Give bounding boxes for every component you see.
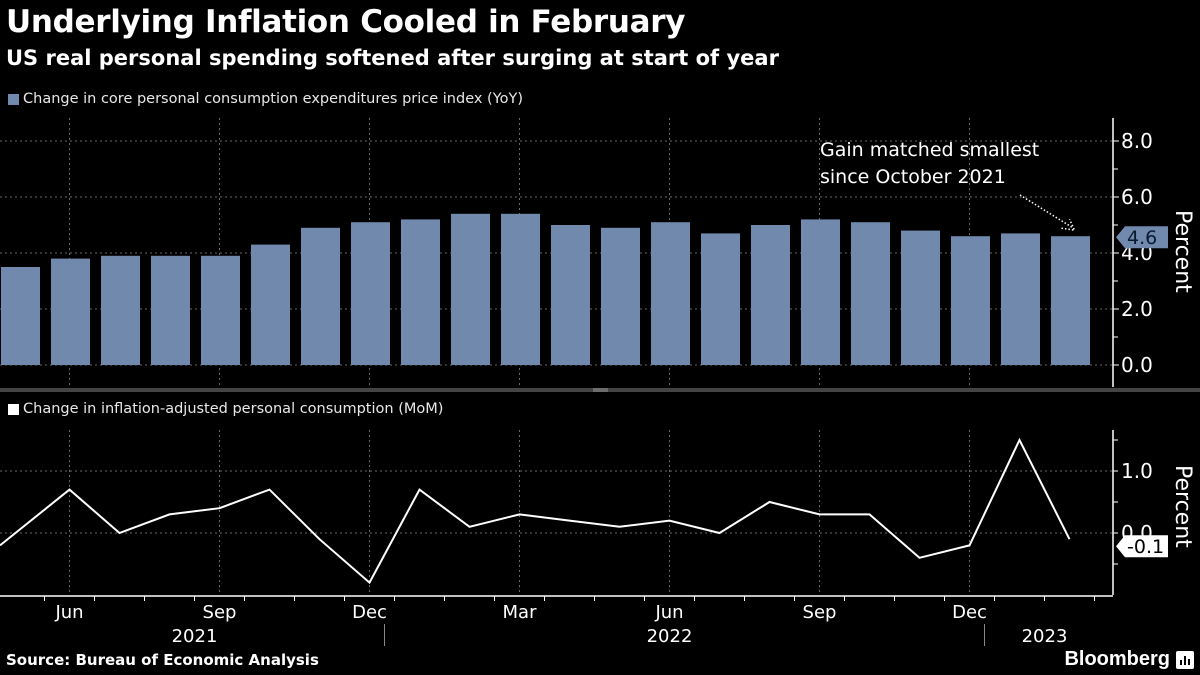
- x-tick-label-month: Jun: [654, 602, 683, 623]
- x-tick-label-month: Jun: [54, 602, 83, 623]
- last-value-tag-top-bg: [1116, 226, 1168, 249]
- bar: [1, 267, 40, 365]
- x-tick-label-month: Sep: [803, 602, 837, 623]
- bar: [501, 213, 540, 365]
- last-value-tag-bottom: -0.1: [1127, 536, 1164, 558]
- bar: [201, 255, 240, 365]
- last-value-tag-top: 4.6: [1127, 227, 1157, 249]
- x-tick-label-month: Dec: [952, 602, 987, 623]
- bar: [1051, 236, 1090, 365]
- last-value-tag-bottom-bg: [1116, 535, 1168, 558]
- y-tick-label-bottom: 1.0: [1121, 459, 1153, 483]
- bar: [51, 258, 90, 365]
- legend-label-core-pce: Change in core personal consumption expe…: [23, 91, 524, 107]
- bar: [601, 227, 640, 365]
- bar: [801, 219, 840, 365]
- bar: [251, 244, 290, 365]
- bar: [101, 255, 140, 365]
- bar: [151, 255, 190, 365]
- legend-swatch-line: [8, 403, 19, 415]
- y-tick-label-top: 2.0: [1121, 297, 1153, 321]
- panel-divider: [0, 388, 1200, 392]
- bloomberg-logo: Bloomberg: [1064, 648, 1170, 670]
- chart-title: Underlying Inflation Cooled in February: [6, 4, 686, 40]
- x-tick-label-month: Sep: [203, 602, 237, 623]
- bar: [351, 222, 390, 365]
- y-tick-label-top: 0.0: [1121, 353, 1153, 377]
- bar: [701, 233, 740, 365]
- bar: [851, 222, 890, 365]
- bar: [751, 225, 790, 365]
- legend-real-spending: Change in inflation-adjusted personal co…: [8, 401, 443, 417]
- bar: [1001, 233, 1040, 365]
- x-tick-label-year: 2023: [1022, 626, 1068, 647]
- line-series: [0, 437, 1071, 585]
- bar: [451, 213, 490, 365]
- x-tick-label-month: Mar: [503, 602, 538, 623]
- bloomberg-chart-icon: [1176, 651, 1194, 669]
- x-tick-label-year: 2021: [172, 626, 218, 647]
- bar: [301, 227, 340, 365]
- bar: [401, 219, 440, 365]
- annotation-line-1: Gain matched smallest: [820, 139, 1039, 161]
- annotation-arrowhead: [1061, 218, 1076, 232]
- annotation-line-2: since October 2021: [820, 166, 1006, 188]
- legend-core-pce: Change in core personal consumption expe…: [8, 91, 523, 107]
- x-tick-label-year: 2022: [647, 626, 693, 647]
- bar: [651, 222, 690, 365]
- y-axis-title-bottom: Percent: [1170, 465, 1195, 548]
- y-axis-title-top: Percent: [1170, 210, 1195, 293]
- y-tick-label-top: 8.0: [1121, 129, 1153, 153]
- chart-subtitle: US real personal spending softened after…: [6, 46, 779, 70]
- bar: [551, 225, 590, 365]
- source-note: Source: Bureau of Economic Analysis: [6, 651, 319, 669]
- y-tick-label-top: 6.0: [1121, 185, 1153, 209]
- annotation-arrow: [1019, 194, 1074, 229]
- x-tick-label-month: Dec: [352, 602, 387, 623]
- bar: [951, 236, 990, 365]
- legend-swatch-bar: [8, 93, 19, 105]
- bar: [901, 230, 940, 365]
- legend-label-real-spending: Change in inflation-adjusted personal co…: [23, 401, 444, 417]
